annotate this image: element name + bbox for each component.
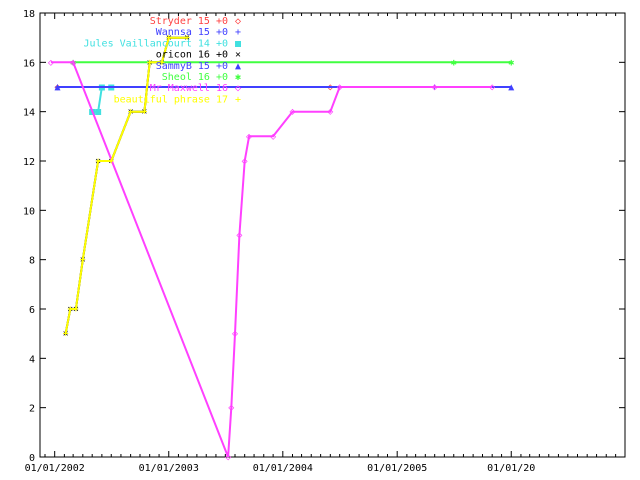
legend-marker: ◇ — [235, 83, 241, 94]
data-point: ◇ — [236, 230, 242, 241]
legend: Stryder 15 +0 ◇Wannsa 15 +0 +Jules Vaillan… — [84, 16, 242, 105]
legend-marker: × — [235, 50, 241, 61]
legend-marker: ◇ — [235, 16, 241, 27]
legend-marker: ■ — [235, 38, 241, 49]
data-point: ✱ — [508, 57, 514, 68]
y-tick-label: 18 — [23, 9, 35, 20]
data-point: ◇ — [225, 452, 231, 463]
data-point: + — [184, 33, 190, 44]
data-point: ▲ — [54, 82, 60, 93]
data-point: + — [73, 304, 79, 315]
x-tick-label: 01/01/2004 — [253, 463, 313, 474]
data-point: ▲ — [508, 82, 514, 93]
x-tick-label: 01/01/2003 — [139, 463, 199, 474]
data-point: + — [67, 304, 73, 315]
legend-label: Sheol 16 +0 — [162, 72, 228, 83]
data-point: + — [166, 33, 172, 44]
x-tick-label: 01/01/2002 — [25, 463, 85, 474]
data-point: ◇ — [242, 156, 248, 167]
y-tick-label: 6 — [29, 305, 35, 316]
data-point: ◇ — [432, 82, 438, 93]
data-point: + — [80, 255, 86, 266]
legend-marker: + — [235, 27, 241, 38]
data-point: ✱ — [451, 57, 457, 68]
legend-marker: + — [235, 94, 241, 105]
y-tick-label: 0 — [29, 453, 35, 464]
y-tick-label: 14 — [23, 108, 35, 119]
data-point: ◇ — [327, 107, 333, 118]
data-point: ◇ — [289, 107, 295, 118]
data-point: ◇ — [228, 403, 234, 414]
data-point: + — [141, 107, 147, 118]
data-point: + — [159, 57, 165, 68]
x-tick-label: 01/01/20 — [487, 463, 535, 474]
legend-marker: ▲ — [235, 61, 241, 72]
data-point: ◇ — [48, 57, 54, 68]
data-point: + — [128, 107, 134, 118]
axes: 0 2 4 6 8 10 12 14 16 18 01/01/2002 01/01/2003 01/01… — [23, 9, 626, 474]
legend-marker: ✱ — [235, 72, 241, 83]
y-tick-label: 8 — [29, 256, 35, 267]
x-tick-label: 01/01/2005 — [367, 463, 427, 474]
y-tick-label: 2 — [29, 404, 35, 415]
y-tick-label: 12 — [23, 157, 35, 168]
legend-label: SammyB 15 +0 — [156, 61, 228, 72]
data-point: + — [95, 156, 101, 167]
data-point: ◇ — [246, 131, 252, 142]
legend-label: Jules Vaillancourt 14 +0 — [84, 38, 229, 49]
series-line — [50, 61, 493, 458]
plot-area: ◇ ◇+ +■ ■■ ■×× ××× ×× ×× ×× ×▲ ▲✱ ✱ ✱◇ ◇◇◇◇◇◇◇ ◇◇ ◇◇ ◇ ◇+… — [48, 33, 514, 463]
data-point: ■ — [95, 107, 101, 118]
data-point: + — [108, 156, 114, 167]
data-point: × — [63, 329, 69, 340]
data-point: ◇ — [270, 131, 276, 142]
data-point: + — [63, 329, 69, 340]
data-point: ◇ — [70, 57, 76, 68]
data-point: ◇ — [489, 82, 495, 93]
plot-frame — [39, 12, 626, 458]
data-point: + — [147, 57, 153, 68]
legend-label: Wannsa 15 +0 — [156, 27, 228, 38]
legend-label: oricon 16 +0 — [156, 50, 228, 61]
data-point: ◇ — [232, 329, 238, 340]
legend-label: Stryder 15 +0 — [150, 16, 228, 27]
y-tick-label: 4 — [29, 354, 35, 365]
legend-label: Mr Maxwell 16 — [150, 83, 228, 94]
legend-label: beautiful phrase 17 — [114, 94, 228, 105]
y-tick-label: 16 — [23, 58, 35, 69]
data-point: ◇ — [337, 82, 343, 93]
y-tick-label: 10 — [23, 206, 35, 217]
series-line — [64, 36, 188, 334]
